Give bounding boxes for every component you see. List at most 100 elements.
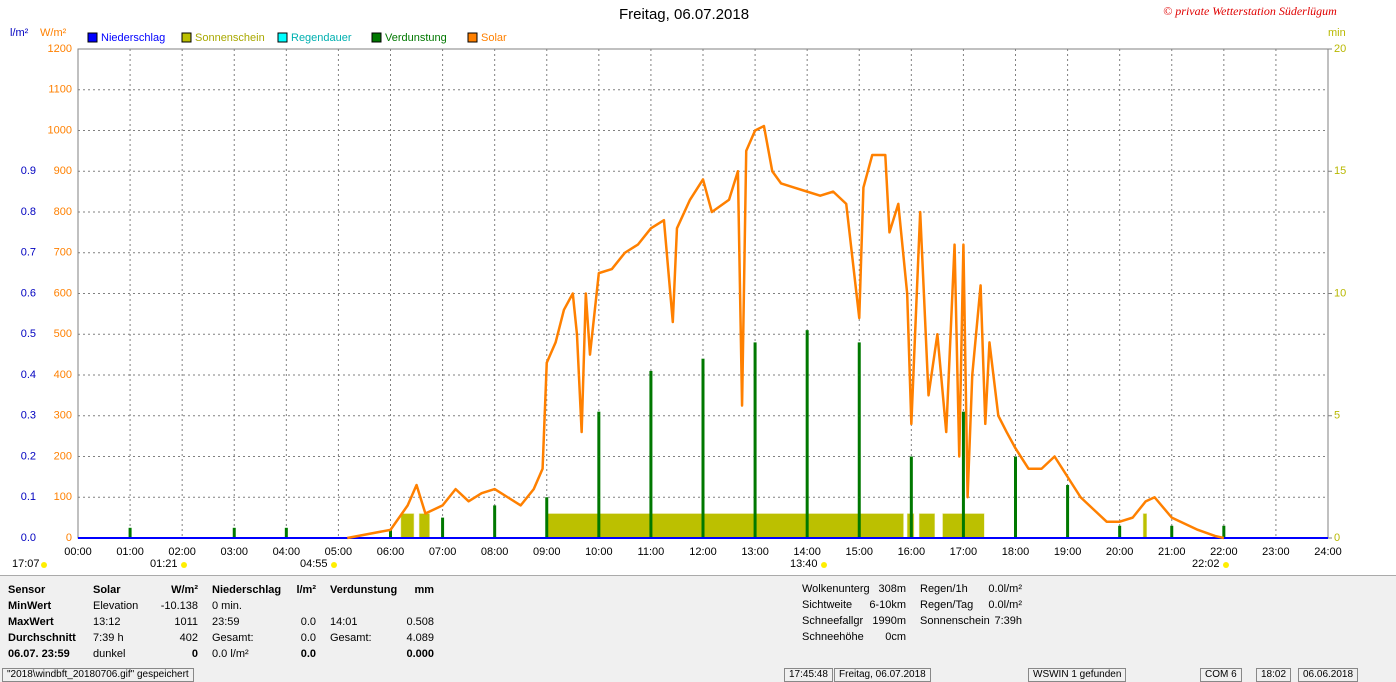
evaporation-bar [753, 342, 757, 538]
legend-swatch [87, 32, 98, 43]
stats-cell: 0 [191, 648, 198, 660]
y-tick-label: 300 [54, 410, 72, 422]
stats-cell: Verdunstung [330, 584, 398, 596]
copyright: © private Wetterstation Süderlügum [1163, 4, 1337, 18]
x-tick-label: 08:00 [481, 546, 509, 558]
legend-swatch [277, 32, 288, 43]
event-marker [181, 562, 187, 568]
stats-cell: 1011 [174, 616, 198, 628]
stats-cell: 0.0l/m² [988, 599, 1022, 611]
y2-tick-label: 5 [1334, 410, 1340, 422]
evaporation-bar [493, 505, 497, 538]
y-tick-label: 1100 [48, 84, 72, 96]
evaporation-bar [128, 527, 132, 538]
evaporation-bar [701, 358, 705, 538]
evaporation-bar [805, 330, 809, 538]
status-pane: 18:02 [1256, 668, 1292, 682]
event-marker [331, 562, 337, 568]
stats-cell: Wolkenunterg [802, 583, 870, 595]
y-tick-label: 1000 [48, 124, 72, 136]
x-tick-label: 24:00 [1314, 546, 1342, 558]
y-rain-tick-label: 0.1 [21, 491, 36, 503]
x-tick-label: 03:00 [220, 546, 248, 558]
x-tick-label: 15:00 [845, 546, 873, 558]
stats-cell: Sonnenschein [920, 615, 990, 627]
y-label: W/m² [40, 27, 67, 39]
event-label: 01:21 [150, 558, 178, 570]
y-rain-label: l/m² [10, 27, 29, 39]
stats-cell: 0cm [885, 631, 906, 643]
evaporation-bar [1170, 525, 1174, 538]
evaporation-bar [649, 370, 653, 538]
sunshine-bar [418, 513, 430, 539]
stats-cell: Gesamt: [330, 632, 372, 644]
stats-cell: Durchschnitt [8, 632, 76, 644]
stats-cell: 6-10km [869, 599, 906, 611]
evaporation-bar [389, 529, 392, 538]
stats-cell: 0.0 [300, 616, 316, 628]
stats-cell: 0 min. [212, 600, 242, 612]
evaporation-bar [1222, 525, 1226, 538]
legend-label: Regendauer [291, 32, 352, 44]
x-tick-label: 23:00 [1262, 546, 1290, 558]
stats-cell: 0.508 [406, 616, 434, 628]
x-tick-label: 07:00 [429, 546, 457, 558]
x-tick-label: 14:00 [793, 546, 821, 558]
evaporation-bar [909, 456, 913, 538]
evaporation-bar [232, 527, 236, 538]
x-tick-label: 06:00 [377, 546, 405, 558]
y-tick-label: 1200 [48, 43, 72, 55]
sunshine-bar [918, 513, 936, 539]
evaporation-bar [441, 517, 445, 538]
evaporation-bar [545, 497, 549, 538]
y-tick-label: 400 [54, 369, 72, 381]
y2-tick-label: 15 [1334, 165, 1346, 177]
event-label: 13:40 [790, 558, 818, 570]
stats-cell: 0.000 [406, 648, 434, 660]
stats-cell: Solar [93, 584, 121, 596]
y2-tick-label: 10 [1334, 287, 1346, 299]
stats-cell: 308m [878, 583, 906, 595]
stats-cell: 13:12 [93, 616, 121, 628]
stats-cell: 7:39h [994, 615, 1022, 627]
y-tick-label: 900 [54, 165, 72, 177]
y-tick-label: 800 [54, 206, 72, 218]
y-rain-tick-label: 0.8 [21, 206, 36, 218]
x-tick-label: 02:00 [168, 546, 196, 558]
stats-cell: Gesamt: [212, 632, 254, 644]
y-tick-label: 200 [54, 450, 72, 462]
event-label: 04:55 [300, 558, 328, 570]
stats-cell: 7:39 h [93, 632, 124, 644]
stats-cell: dunkel [93, 648, 126, 660]
stats-cell: W/m² [171, 584, 198, 596]
legend-swatch [181, 32, 192, 43]
stats-cell: 402 [179, 632, 198, 644]
x-tick-label: 10:00 [585, 546, 613, 558]
y2-tick-label: 0 [1334, 532, 1340, 544]
sunshine-bar [1142, 513, 1147, 539]
stats-cell: 14:01 [330, 616, 358, 628]
stats-cell: Sensor [8, 584, 46, 596]
chart-title: Freitag, 06.07.2018 [619, 6, 749, 23]
evaporation-bar [857, 342, 861, 538]
x-tick-label: 22:00 [1210, 546, 1238, 558]
stats-cell: mm [414, 584, 434, 596]
x-tick-label: 11:00 [638, 546, 665, 558]
stats-cell: Niederschlag [212, 584, 282, 596]
stats-cell: Schneehöhe [802, 631, 864, 643]
x-tick-label: 19:00 [1054, 546, 1082, 558]
status-pane: "2018\windbft_20180706.gif" gespeichert [2, 668, 194, 682]
stats-cell: 0.0 [300, 648, 316, 660]
y2-label: min [1328, 27, 1346, 39]
x-tick-label: 09:00 [533, 546, 561, 558]
event-label: 22:02 [1192, 558, 1220, 570]
status-pane: COM 6 [1200, 668, 1242, 682]
chart: Freitag, 06.07.2018 © private Wetterstat… [0, 0, 1396, 575]
x-tick-label: 18:00 [1002, 546, 1030, 558]
x-tick-label: 01:00 [116, 546, 144, 558]
status-pane: WSWIN 1 gefunden [1028, 668, 1127, 682]
y-tick-label: 100 [54, 491, 72, 503]
evaporation-bar [1118, 525, 1122, 538]
event-label: 17:07 [12, 558, 40, 570]
